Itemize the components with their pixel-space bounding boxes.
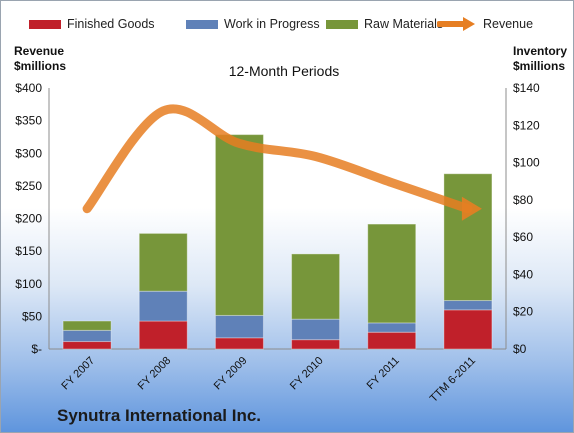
- bar-raw-materials: [367, 223, 417, 324]
- bar-work-in-progress: [367, 322, 417, 333]
- bar-raw-materials: [62, 320, 112, 331]
- x-tick-label: FY 2007: [59, 355, 97, 393]
- y-right-label-line2: $millions: [513, 59, 565, 73]
- y-left-tick-label: $300: [15, 146, 42, 160]
- y-left-tick-label: $-: [31, 342, 42, 356]
- bar-work-in-progress: [443, 300, 493, 311]
- bar-finished-goods: [138, 320, 188, 350]
- x-tick-label: FY 2011: [365, 355, 402, 392]
- x-tick-label: FY 2008: [136, 355, 174, 393]
- x-tick-label: FY 2010: [288, 355, 326, 393]
- chart-svg: Revenue$millionsInventory$millions12-Mon…: [14, 44, 567, 401]
- legend-item-raw-materials: Raw Materials: [326, 14, 443, 34]
- legend-arrow-icon: [437, 17, 475, 31]
- y-left-tick-label: $350: [15, 114, 42, 128]
- y-left-tick-label: $400: [15, 81, 42, 95]
- bar-raw-materials: [214, 134, 264, 316]
- bar-work-in-progress: [138, 290, 188, 322]
- x-tick-label: TTM 6-2011: [428, 355, 478, 401]
- y-left-label-line1: Revenue: [14, 44, 64, 58]
- bar-raw-materials: [291, 253, 341, 320]
- bar-finished-goods: [367, 331, 417, 350]
- y-left-label-line2: $millions: [14, 59, 66, 73]
- bar-finished-goods: [291, 339, 341, 350]
- y-left-tick-label: $200: [15, 212, 42, 226]
- legend-swatch-work-in-progress: [186, 19, 218, 29]
- legend-label-finished-goods: Finished Goods: [67, 17, 155, 31]
- bar-raw-materials: [443, 173, 493, 302]
- y-right-tick-label: $140: [513, 81, 540, 95]
- y-right-tick-label: $80: [513, 193, 533, 207]
- bar-finished-goods: [443, 309, 493, 350]
- y-left-tick-label: $100: [15, 277, 42, 291]
- y-left-tick-label: $250: [15, 179, 42, 193]
- y-right-tick-label: $100: [513, 156, 540, 170]
- legend-item-revenue: Revenue: [437, 14, 533, 34]
- revenue-arrowhead: [461, 196, 482, 221]
- y-right-tick-label: $0: [513, 342, 527, 356]
- y-right-tick-label: $20: [513, 305, 533, 319]
- y-left-tick-label: $50: [22, 309, 42, 323]
- y-right-label-line1: Inventory: [513, 44, 567, 58]
- bar-finished-goods: [62, 341, 112, 350]
- y-left-tick-label: $150: [15, 244, 42, 258]
- bar-raw-materials: [138, 232, 188, 292]
- legend: Finished Goods Work in Progress Raw Mate…: [1, 14, 573, 36]
- legend-item-finished-goods: Finished Goods: [29, 14, 155, 34]
- legend-item-work-in-progress: Work in Progress: [186, 14, 320, 34]
- legend-swatch-finished-goods: [29, 19, 61, 29]
- legend-label-revenue: Revenue: [483, 17, 534, 31]
- revenue-line: [82, 104, 473, 214]
- y-right-tick-label: $40: [513, 267, 533, 281]
- legend-swatch-raw-materials: [326, 19, 358, 29]
- x-tick-label: FY 2009: [212, 355, 250, 393]
- company-name: Synutra International Inc.: [57, 406, 262, 425]
- legend-label-work-in-progress: Work in Progress: [224, 17, 320, 31]
- chart-title: 12-Month Periods: [229, 63, 340, 79]
- bar-work-in-progress: [291, 318, 341, 341]
- bar-work-in-progress: [214, 314, 264, 339]
- legend-label-raw-materials: Raw Materials: [364, 17, 444, 31]
- y-right-tick-label: $60: [513, 230, 533, 244]
- bar-finished-goods: [214, 337, 264, 350]
- y-right-tick-label: $120: [513, 118, 540, 132]
- bar-work-in-progress: [62, 329, 112, 343]
